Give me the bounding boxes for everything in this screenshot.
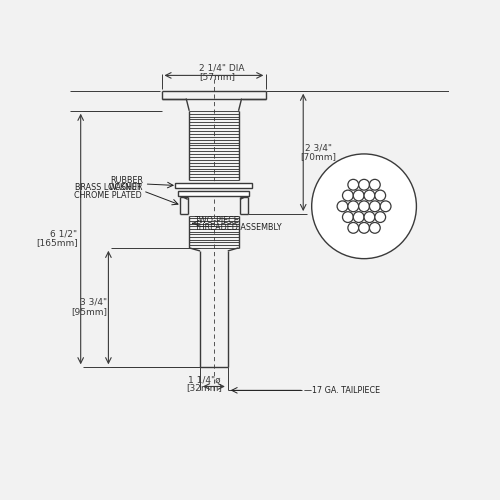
Circle shape — [354, 190, 364, 201]
Circle shape — [375, 190, 386, 201]
Text: THREADED ASSEMBLY: THREADED ASSEMBLY — [194, 224, 282, 232]
Text: 2 1/4" DIA: 2 1/4" DIA — [199, 64, 244, 73]
Text: RUBBER: RUBBER — [110, 176, 143, 186]
Circle shape — [375, 212, 386, 222]
Text: [32mm]: [32mm] — [186, 384, 222, 392]
Circle shape — [364, 190, 375, 201]
Circle shape — [380, 201, 391, 211]
Circle shape — [348, 222, 358, 233]
Circle shape — [358, 201, 370, 211]
Circle shape — [370, 222, 380, 233]
Circle shape — [358, 222, 370, 233]
Circle shape — [348, 180, 358, 190]
Text: CHROME PLATED: CHROME PLATED — [74, 191, 142, 200]
Text: 2 3/4": 2 3/4" — [305, 144, 332, 152]
Text: [95mm]: [95mm] — [71, 307, 107, 316]
Circle shape — [312, 154, 416, 258]
Circle shape — [342, 190, 353, 201]
Text: [165mm]: [165mm] — [36, 238, 78, 248]
Circle shape — [370, 201, 380, 211]
Text: [57mm]: [57mm] — [200, 72, 236, 82]
Text: TWO-PIECE: TWO-PIECE — [194, 216, 238, 224]
Circle shape — [342, 212, 353, 222]
Text: 1 1/4"ø: 1 1/4"ø — [188, 375, 221, 384]
Text: 6 1/2": 6 1/2" — [50, 229, 78, 238]
Text: BRASS LOCKNUT: BRASS LOCKNUT — [75, 184, 142, 192]
Circle shape — [370, 180, 380, 190]
Circle shape — [354, 212, 364, 222]
Text: WASHER: WASHER — [108, 184, 143, 192]
Circle shape — [348, 201, 358, 211]
Circle shape — [337, 201, 348, 211]
Circle shape — [364, 212, 375, 222]
Circle shape — [358, 180, 370, 190]
Text: —17 GA. TAILPIECE: —17 GA. TAILPIECE — [304, 386, 380, 395]
Text: [70mm]: [70mm] — [300, 152, 336, 162]
Text: 3 3/4": 3 3/4" — [80, 298, 107, 306]
Bar — [178, 191, 250, 196]
Bar — [176, 183, 252, 188]
